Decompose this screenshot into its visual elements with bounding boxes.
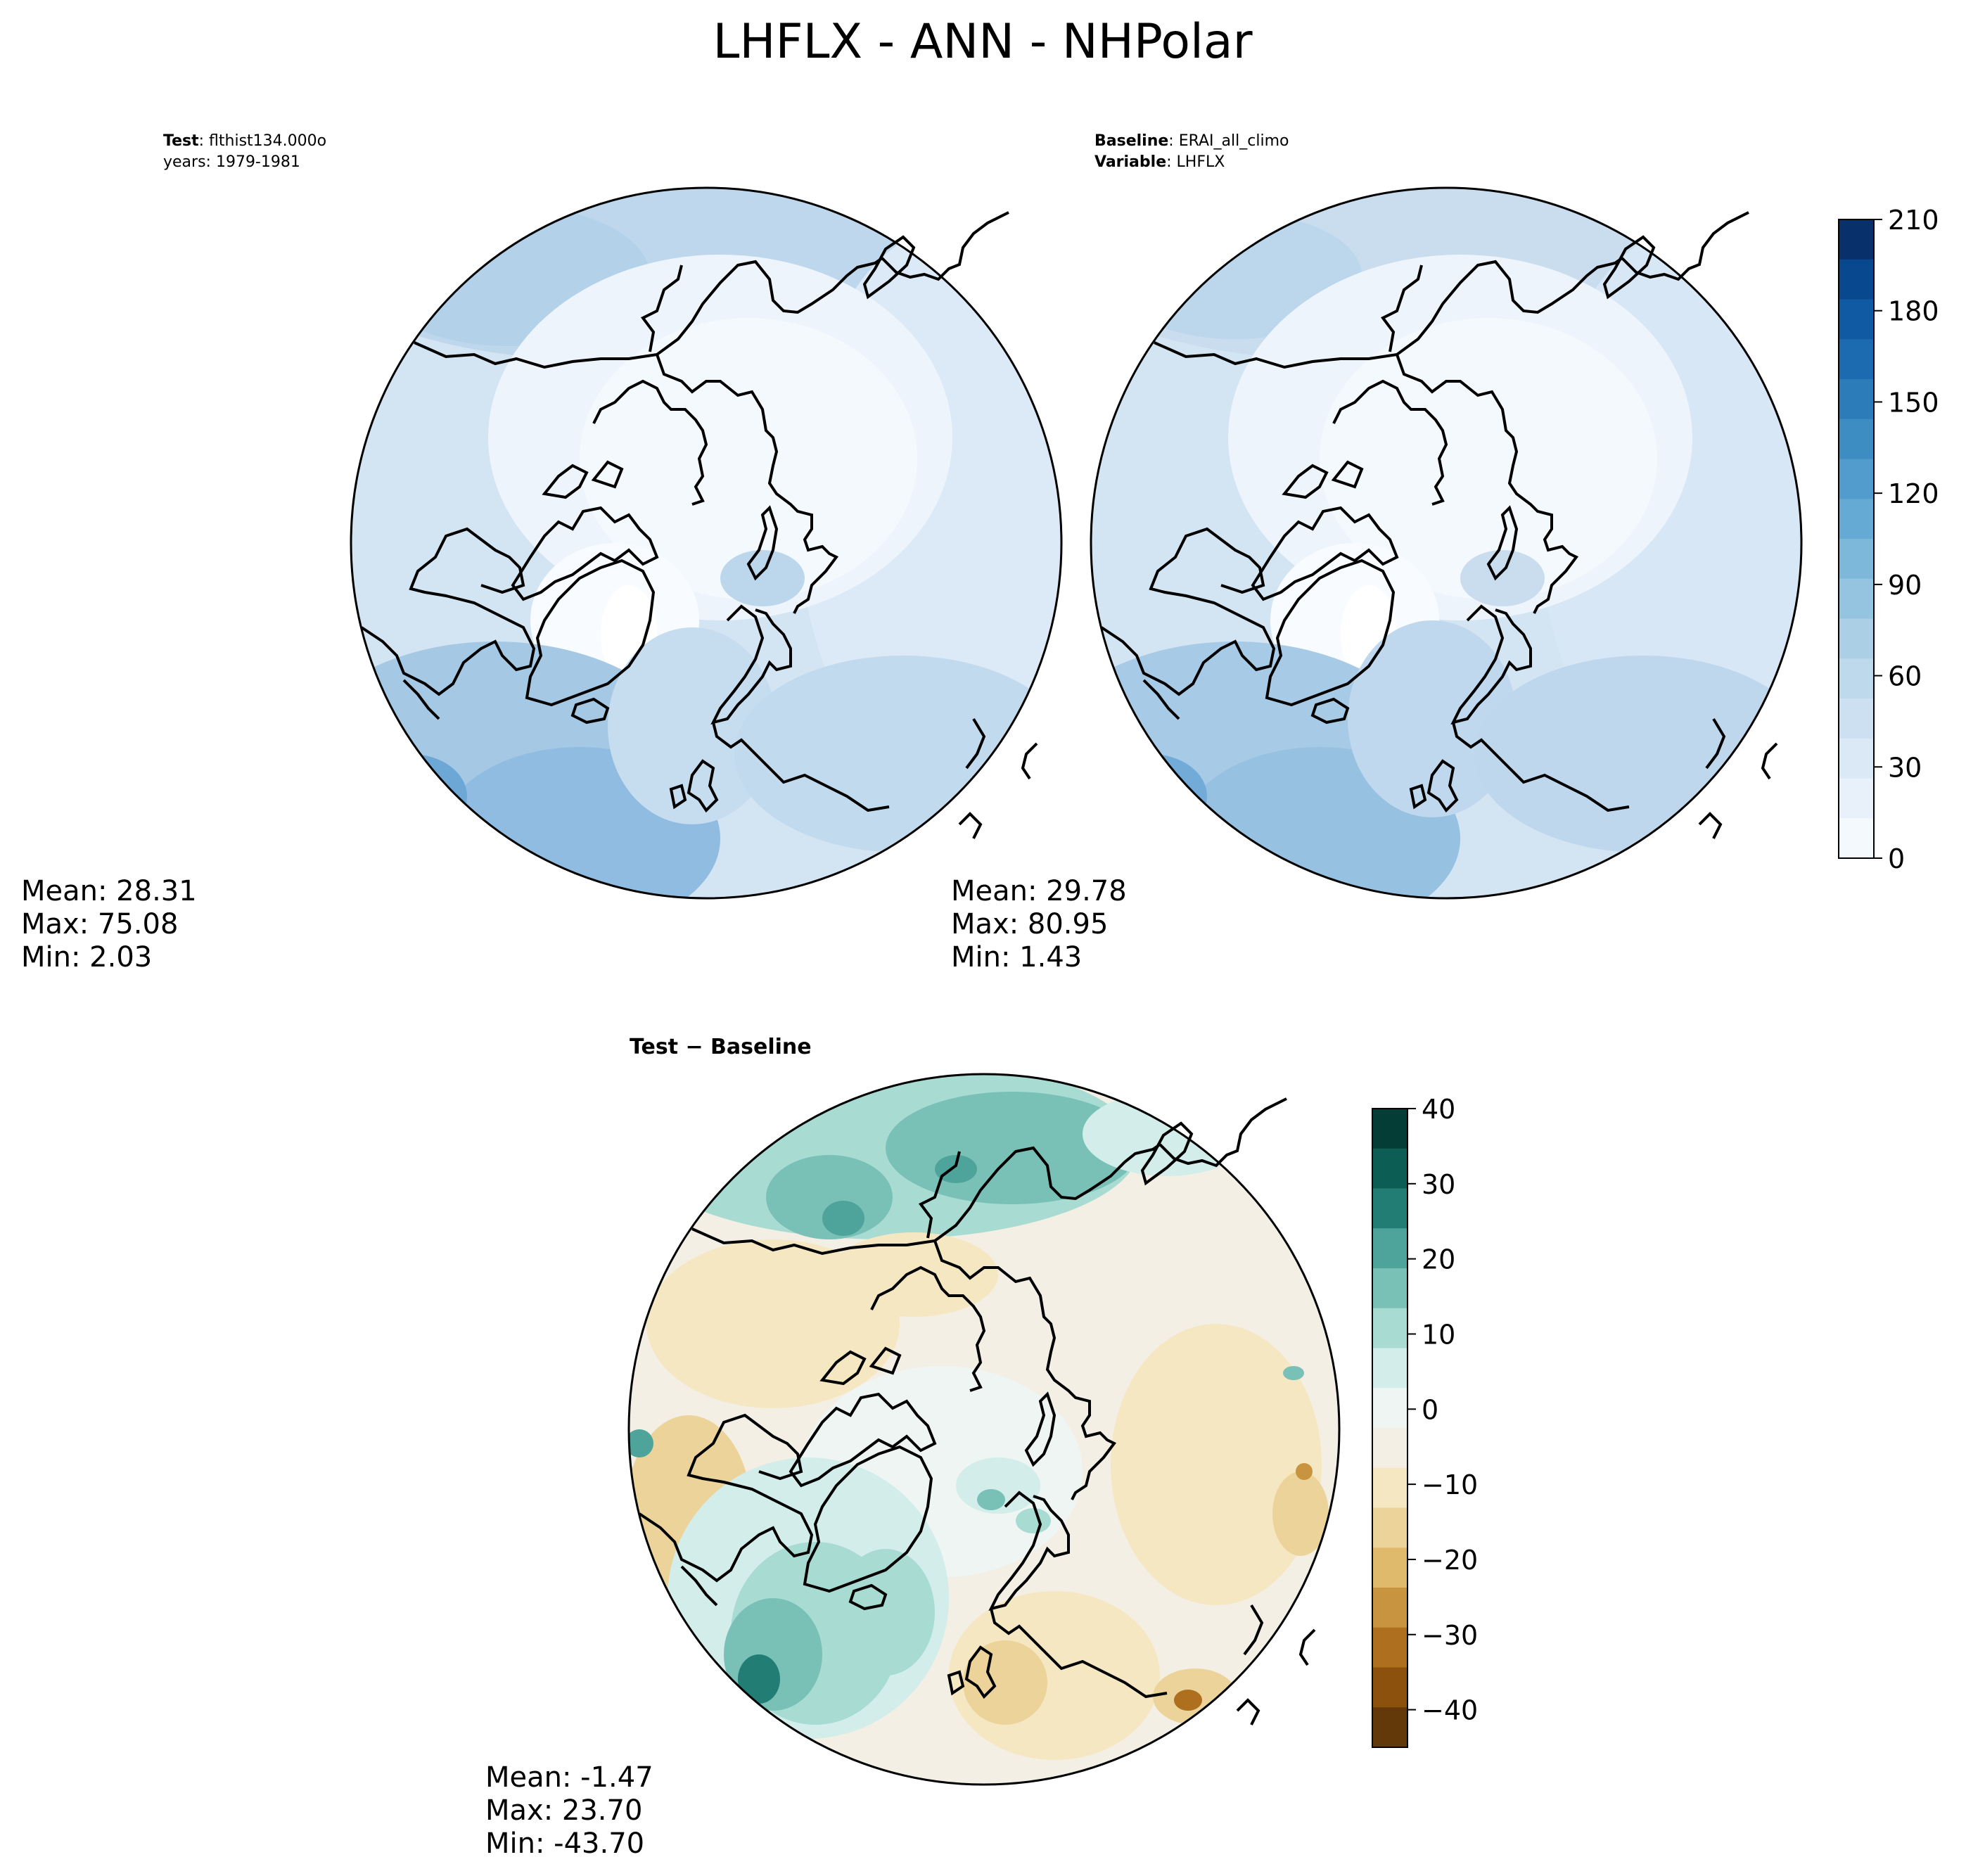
diff-colorbar-tick-label: 30 <box>1422 1169 1455 1200</box>
diff-colorbar-tick-label: 0 <box>1422 1394 1438 1425</box>
diff-colorbar-swatch <box>1372 1308 1408 1348</box>
diff-max: Max: 23.70 <box>485 1794 642 1827</box>
field-colorbar-swatch <box>1839 618 1874 659</box>
diff-colorbar-swatch <box>1372 1348 1408 1389</box>
baseline-map <box>1090 186 1803 900</box>
field-colorbar-frame <box>1838 219 1875 859</box>
field-colorbar-swatch <box>1839 419 1874 459</box>
diff-map <box>627 1073 1341 1786</box>
field-colorbar-swatch <box>1839 539 1874 580</box>
test-years: years: 1979-1981 <box>163 153 300 171</box>
baseline-max: Max: 80.95 <box>951 908 1108 940</box>
diff-min: Min: -43.70 <box>485 1827 644 1860</box>
test-stats: Mean: 28.31 Max: 75.08 Min: 2.03 <box>21 875 197 974</box>
diff-colorbar-swatch <box>1372 1467 1408 1508</box>
diff-colorbar-swatch <box>1372 1548 1408 1588</box>
diff-colorbar-swatch <box>1372 1507 1408 1548</box>
field-colorbar-swatch <box>1839 339 1874 380</box>
diff-map-boundary <box>627 1073 1341 1786</box>
field-colorbar-tick-label: 210 <box>1888 205 1939 236</box>
test-panel-header: Test: flthist134.000o years: 1979-1981 <box>163 132 326 171</box>
variable-label: Variable <box>1094 153 1166 171</box>
field-colorbar-tick-label: 90 <box>1888 570 1922 601</box>
diff-colorbar: 40 30 20 10 0 −10 −20 −30 −40 <box>1372 1094 1478 1748</box>
figure-title: LHFLX - ANN - NHPolar <box>713 14 1252 70</box>
baseline-map-boundary <box>1090 186 1803 900</box>
field-colorbar-tick-label: 30 <box>1888 752 1922 783</box>
diff-colorbar-swatch <box>1372 1188 1408 1229</box>
baseline-min: Min: 1.43 <box>951 941 1082 974</box>
diff-colorbar-swatch <box>1372 1228 1408 1269</box>
diff-colorbar-tick-label: 40 <box>1422 1094 1455 1125</box>
test-map <box>350 186 1063 900</box>
field-colorbar-swatch <box>1839 379 1874 420</box>
test-max: Max: 75.08 <box>21 908 178 940</box>
diff-colorbar-swatch <box>1372 1148 1408 1189</box>
diff-panel-header: Test − Baseline <box>630 1035 812 1059</box>
test-min: Min: 2.03 <box>21 941 152 974</box>
test-case-name: flthist134.000o <box>209 132 326 150</box>
svg-text:Baseline: ERAI_all_climo: Baseline: ERAI_all_climo <box>1094 132 1289 150</box>
diff-colorbar-swatch <box>1372 1388 1408 1429</box>
field-colorbar-swatch <box>1839 259 1874 300</box>
diff-colorbar-swatch <box>1372 1268 1408 1309</box>
field-colorbar-swatch <box>1839 578 1874 619</box>
variable-name: LHFLX <box>1177 153 1225 171</box>
baseline-label: Baseline <box>1094 132 1168 150</box>
diff-colorbar-tick-label: −40 <box>1422 1695 1478 1726</box>
diff-mean: Mean: -1.47 <box>485 1761 653 1794</box>
field-colorbar-swatch <box>1839 459 1874 499</box>
field-colorbar: 0 30 60 90 120 150 180 210 <box>1838 205 1939 874</box>
test-label: Test <box>163 132 199 150</box>
diff-colorbar-tick-label: −20 <box>1422 1545 1478 1576</box>
field-colorbar-swatch <box>1839 299 1874 340</box>
diff-colorbar-swatch <box>1372 1109 1408 1149</box>
field-colorbar-swatch <box>1839 658 1874 699</box>
field-colorbar-swatch <box>1839 219 1874 260</box>
svg-text:Test: flthist134.000o: Test: flthist134.000o <box>163 132 326 150</box>
diff-colorbar-swatch <box>1372 1667 1408 1708</box>
diff-colorbar-tick-label: −30 <box>1422 1620 1478 1651</box>
field-colorbar-tick-label: 120 <box>1888 478 1939 509</box>
diff-colorbar-tick-label: −10 <box>1422 1469 1478 1500</box>
field-colorbar-swatch <box>1839 499 1874 540</box>
field-colorbar-tick-label: 60 <box>1888 661 1922 692</box>
baseline-stats: Mean: 29.78 Max: 80.95 Min: 1.43 <box>951 875 1127 974</box>
diff-colorbar-swatch <box>1372 1707 1408 1748</box>
field-colorbar-swatch <box>1839 698 1874 739</box>
svg-text:Variable: LHFLX: Variable: LHFLX <box>1094 153 1225 171</box>
diff-colorbar-tick-label: 20 <box>1422 1244 1455 1275</box>
field-colorbar-swatch <box>1839 738 1874 779</box>
field-colorbar-tick-label: 0 <box>1888 843 1905 874</box>
field-colorbar-swatch <box>1839 778 1874 819</box>
field-colorbar-tick-label: 180 <box>1888 296 1939 327</box>
test-mean: Mean: 28.31 <box>21 875 197 907</box>
diff-stats: Mean: -1.47 Max: 23.70 Min: -43.70 <box>485 1761 653 1860</box>
test-map-boundary <box>350 186 1063 900</box>
baseline-case-name: ERAI_all_climo <box>1179 132 1289 150</box>
diff-colorbar-swatch <box>1372 1627 1408 1668</box>
diff-colorbar-swatch <box>1372 1428 1408 1469</box>
diff-colorbar-tick-label: 10 <box>1422 1319 1455 1350</box>
baseline-mean: Mean: 29.78 <box>951 875 1127 907</box>
baseline-panel-header: Baseline: ERAI_all_climo Variable: LHFLX <box>1094 132 1289 171</box>
diff-colorbar-frame <box>1372 1108 1408 1748</box>
diff-colorbar-swatch <box>1372 1588 1408 1628</box>
field-colorbar-swatch <box>1839 818 1874 859</box>
field-colorbar-tick-label: 150 <box>1888 387 1939 418</box>
